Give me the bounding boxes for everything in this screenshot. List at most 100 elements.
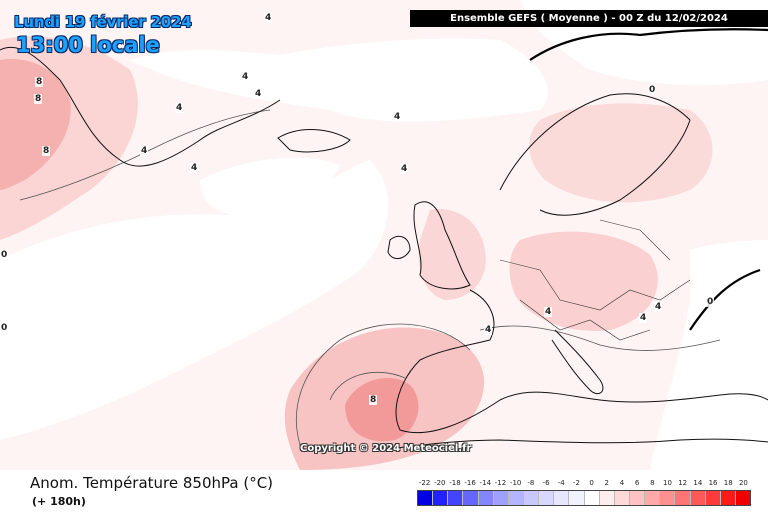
heavy-line-north xyxy=(529,28,768,61)
heavy-frontier-lines xyxy=(529,28,768,331)
color-scale-tick: -6 xyxy=(542,479,550,487)
coastline-britain xyxy=(413,201,471,290)
anomaly-zone-8-greenland xyxy=(0,59,71,191)
color-scale-cell xyxy=(508,491,524,505)
legend-footer: Anom. Température 850hPa (°C) (+ 180h) -… xyxy=(0,470,768,512)
isoline-label: 4 xyxy=(190,163,199,173)
color-scale-cell xyxy=(660,491,676,505)
color-scale-tick: -4 xyxy=(557,479,565,487)
color-scale-cell xyxy=(645,491,661,505)
color-scale-tick: 0 xyxy=(589,479,594,487)
copyright-watermark: Copyright © 2024 Meteociel.fr xyxy=(300,443,472,454)
color-scale-tick: 12 xyxy=(678,479,688,487)
color-scale-tick: 14 xyxy=(693,479,703,487)
color-scale-cell xyxy=(554,491,570,505)
anomaly-zone-4-central-europe xyxy=(509,231,658,331)
model-run-banner: Ensemble GEFS ( Moyenne ) - 00 Z du 12/0… xyxy=(410,10,768,27)
border-lines xyxy=(499,219,691,341)
coastline-europe xyxy=(395,289,768,434)
anomaly-zone-8-iberia xyxy=(345,377,419,442)
border-group xyxy=(499,219,691,341)
isoline-label: 4 xyxy=(544,307,553,317)
isoline-iberia-inner xyxy=(329,371,406,401)
color-scale-cell xyxy=(629,491,646,505)
color-scale-tick: -10 xyxy=(509,479,522,487)
isoline-label: 0 xyxy=(0,323,9,333)
color-scale-tick: -20 xyxy=(434,479,446,487)
isoline-group xyxy=(19,109,721,446)
color-scale-cell xyxy=(433,491,449,505)
anomaly-zone-zero-north-atlantic xyxy=(200,157,340,217)
color-scale-cell xyxy=(690,491,706,505)
anomaly-zone-zero-east xyxy=(650,240,768,470)
anomaly-zone-4-nordic xyxy=(529,103,713,203)
color-scale-tick: -22 xyxy=(418,479,431,487)
color-scale-tick: 6 xyxy=(634,479,640,487)
forecast-local-time: 13:00 locale xyxy=(16,33,160,57)
isoline-label: 4 xyxy=(140,146,149,156)
isoline-label: 4 xyxy=(484,325,493,335)
color-scale-cell xyxy=(584,491,600,505)
isoline-atlantic xyxy=(296,323,471,446)
isoline-label: 8 xyxy=(369,395,378,405)
coastline-iceland xyxy=(277,129,351,153)
isoline-label: 4 xyxy=(654,302,663,312)
color-scale-tick: 18 xyxy=(723,479,733,487)
color-scale-tick: 8 xyxy=(650,479,655,487)
coastline-group xyxy=(0,46,768,451)
color-scale-bar xyxy=(417,490,751,506)
color-scale-tick: 16 xyxy=(708,479,718,487)
color-scale-tick: 10 xyxy=(663,479,672,487)
color-scale-cell xyxy=(539,491,555,505)
isoline-label: 0 xyxy=(648,85,657,95)
color-scale-tick: -16 xyxy=(464,479,476,487)
isoline-label: 8 xyxy=(35,77,44,87)
color-scale-tick: -2 xyxy=(572,479,580,487)
color-scale-tick: -18 xyxy=(449,479,461,487)
anomaly-zone-4-british-isles xyxy=(418,209,486,300)
color-scale-cell xyxy=(675,491,691,505)
lead-time: (+ 180h) xyxy=(32,495,86,508)
coastline-scandinavia xyxy=(499,93,691,216)
color-scale-tick: 20 xyxy=(738,479,748,487)
isoline-europe xyxy=(479,325,721,351)
isoline-label: 8 xyxy=(34,94,43,104)
isoline-label: 4 xyxy=(393,112,402,122)
isoline-label: 4 xyxy=(264,13,273,23)
coastline-ireland xyxy=(387,235,411,259)
parameter-title: Anom. Température 850hPa (°C) xyxy=(30,474,274,492)
color-scale-tick: 2 xyxy=(604,479,609,487)
color-scale-tick: 4 xyxy=(619,479,625,487)
anomaly-zone-zero-north xyxy=(130,38,548,122)
coastline-greenland xyxy=(0,46,281,167)
color-scale-cell xyxy=(720,491,736,505)
coastline-italy xyxy=(551,329,604,395)
isoline-label: 4 xyxy=(241,72,250,82)
color-scale-cell xyxy=(569,491,585,505)
color-scale-cell xyxy=(463,491,479,505)
anomaly-zone-zero-atlantic xyxy=(0,160,389,440)
color-scale: -22 -20 -18 -16 -14 -12 -10 -8 -6 -4 -2 0 2 4 6 8 10 12 14… xyxy=(417,479,751,509)
color-scale-tick: -14 xyxy=(479,479,492,487)
isoline-label: 0 xyxy=(706,297,715,307)
color-scale-cell xyxy=(418,491,434,505)
color-scale-tick: -8 xyxy=(527,479,535,487)
isoline-label: 4 xyxy=(400,164,409,174)
forecast-date: Lundi 19 février 2024 xyxy=(14,13,192,31)
coastline-north-africa xyxy=(379,438,768,451)
isoline-label: 4 xyxy=(254,89,263,99)
isoline-greenland xyxy=(19,109,271,201)
color-scale-cell xyxy=(493,491,509,505)
isoline-label: 8 xyxy=(42,146,51,156)
color-scale-cell xyxy=(523,491,540,505)
map-canvas xyxy=(0,0,768,470)
anomaly-map: Lundi 19 février 2024 13:00 locale Ensem… xyxy=(0,0,768,470)
color-scale-cell xyxy=(599,491,615,505)
isoline-label: 0 xyxy=(0,250,9,260)
color-scale-tick: -12 xyxy=(494,479,507,487)
color-scale-cell xyxy=(614,491,630,505)
color-scale-cell xyxy=(705,491,721,505)
color-scale-cell xyxy=(448,491,464,505)
heavy-line-east xyxy=(689,268,761,331)
color-scale-cell xyxy=(478,491,494,505)
